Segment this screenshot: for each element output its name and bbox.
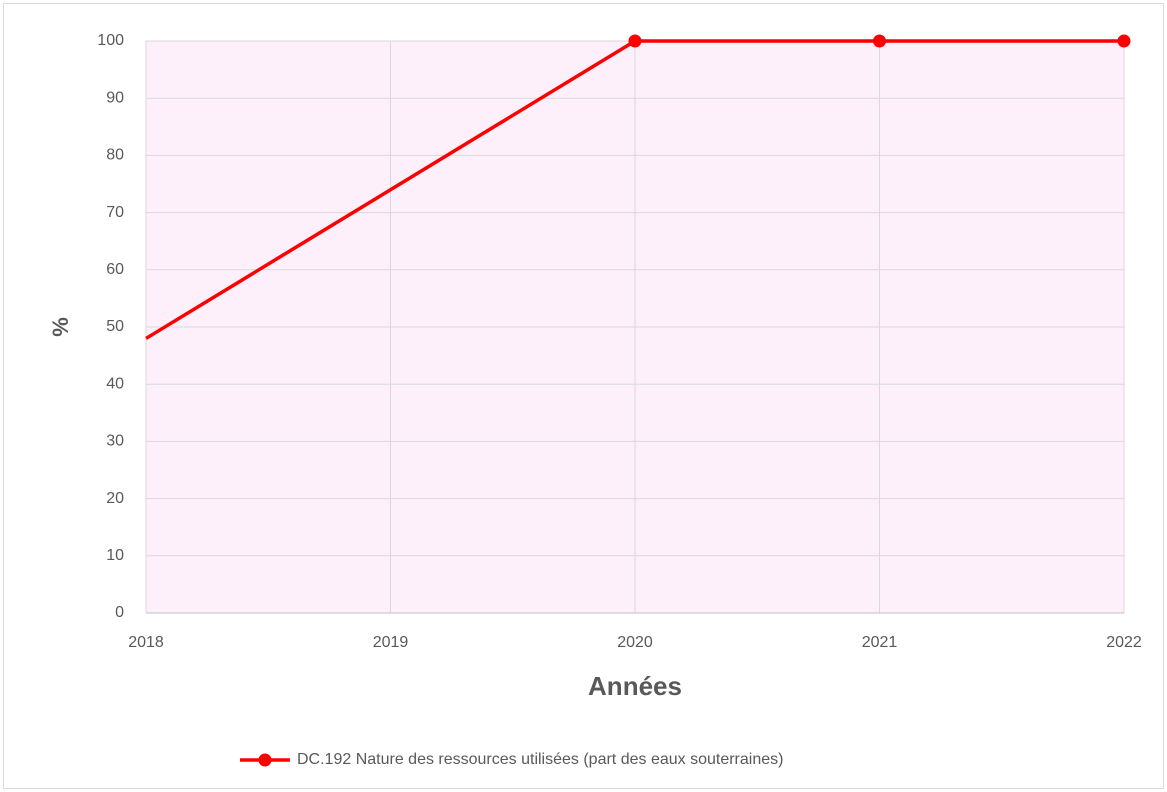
y-tick-label: 30 [106, 433, 124, 450]
y-tick-label: 90 [106, 89, 124, 106]
y-tick-label: 50 [106, 318, 124, 335]
x-tick-label: 2021 [862, 634, 898, 651]
x-tick-label: 2018 [128, 634, 164, 651]
y-tick-label: 80 [106, 147, 124, 164]
y-tick-label: 100 [97, 32, 124, 49]
x-axis-label: Années [588, 671, 682, 701]
y-tick-label: 60 [106, 261, 124, 278]
y-tick-label: 40 [106, 375, 124, 392]
y-tick-label: 70 [106, 204, 124, 221]
x-tick-label: 2022 [1106, 634, 1142, 651]
y-tick-label: 0 [115, 604, 124, 621]
legend-marker [258, 753, 272, 767]
legend-label: DC.192 Nature des ressources utilisées (… [297, 751, 783, 768]
x-tick-label: 2019 [373, 634, 409, 651]
y-axis-label: % [48, 317, 73, 337]
marker [1117, 34, 1131, 48]
marker [873, 34, 886, 48]
y-tick-label: 10 [106, 547, 124, 564]
x-tick-label: 2020 [617, 634, 653, 651]
marker [628, 34, 642, 48]
y-tick-label: 20 [106, 490, 124, 507]
